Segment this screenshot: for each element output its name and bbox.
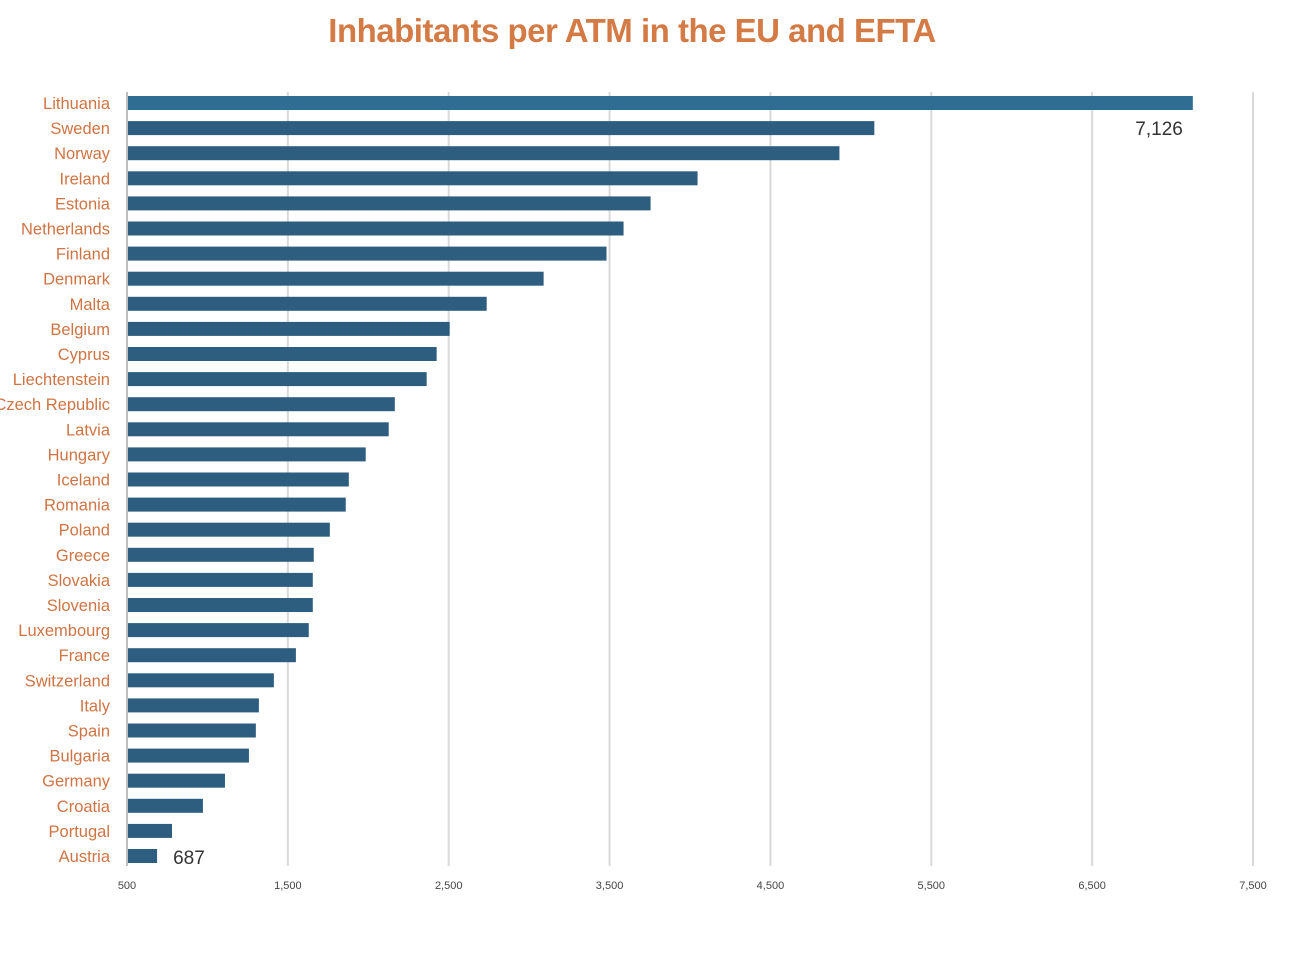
category-label: Ireland	[60, 170, 110, 188]
category-label: Slovakia	[48, 572, 111, 590]
category-label: Netherlands	[21, 221, 110, 239]
bar	[128, 698, 259, 713]
bar	[128, 673, 274, 688]
bar	[128, 623, 309, 638]
bar	[128, 823, 173, 838]
bar	[128, 497, 346, 512]
bar	[128, 121, 875, 136]
category-label: Lithuania	[43, 95, 111, 113]
bar	[128, 171, 698, 186]
bar	[128, 773, 225, 788]
category-label: Austria	[59, 848, 111, 866]
x-tick-label: 500	[118, 880, 136, 892]
bar	[128, 321, 450, 336]
bar	[128, 96, 1193, 110]
category-label: Slovenia	[47, 597, 111, 615]
bar	[128, 246, 607, 261]
category-label: Bulgaria	[49, 748, 110, 766]
bar	[128, 271, 544, 286]
bar	[128, 723, 256, 738]
bar	[128, 648, 296, 663]
bar	[128, 397, 395, 412]
category-label: Norway	[54, 145, 111, 163]
bar	[128, 798, 203, 813]
bar	[128, 347, 437, 361]
category-label: France	[59, 647, 110, 665]
x-tick-label: 6,500	[1078, 880, 1106, 892]
bar	[128, 372, 427, 387]
category-label: Czech Republic	[0, 396, 110, 414]
bar	[128, 522, 330, 537]
x-tick-label: 4,500	[757, 880, 785, 892]
x-tick-label: 1,500	[274, 880, 302, 892]
bar	[128, 146, 840, 161]
category-label: Croatia	[57, 798, 111, 816]
data-label: 7,126	[1135, 119, 1183, 140]
bar	[128, 447, 366, 462]
bar	[128, 748, 249, 763]
category-label: Estonia	[55, 195, 111, 213]
category-label: Germany	[42, 773, 111, 791]
data-label: 687	[173, 848, 205, 869]
category-label: Belgium	[50, 321, 110, 339]
x-tick-label: 7,500	[1239, 880, 1267, 892]
bar	[128, 296, 487, 311]
category-label: Poland	[59, 522, 110, 540]
bar	[128, 422, 389, 437]
category-label: Sweden	[50, 120, 110, 138]
category-label: Portugal	[49, 823, 110, 841]
bar	[128, 849, 158, 863]
category-label: Latvia	[66, 421, 111, 439]
x-tick-label: 2,500	[435, 880, 463, 892]
x-tick-label: 3,500	[596, 880, 624, 892]
bar	[128, 196, 651, 211]
category-label: Luxembourg	[18, 622, 110, 640]
category-label: Romania	[44, 497, 111, 515]
x-tick-label: 5,500	[918, 880, 946, 892]
category-label: Switzerland	[25, 672, 110, 690]
category-label: Malta	[70, 296, 111, 314]
bar	[128, 572, 313, 587]
category-label: Italy	[80, 697, 111, 715]
category-label: Finland	[56, 246, 110, 264]
category-label: Hungary	[48, 446, 111, 464]
category-label: Iceland	[57, 472, 110, 490]
bar	[128, 547, 314, 562]
chart-title: Inhabitants per ATM in the EU and EFTA	[328, 12, 936, 49]
category-label: Denmark	[43, 271, 111, 289]
category-label: Greece	[56, 547, 110, 565]
category-label: Cyprus	[58, 346, 110, 364]
bar	[128, 472, 349, 487]
category-label: Spain	[68, 723, 110, 741]
category-label: Liechtenstein	[13, 371, 110, 389]
bar	[128, 598, 313, 612]
bar	[128, 221, 624, 236]
